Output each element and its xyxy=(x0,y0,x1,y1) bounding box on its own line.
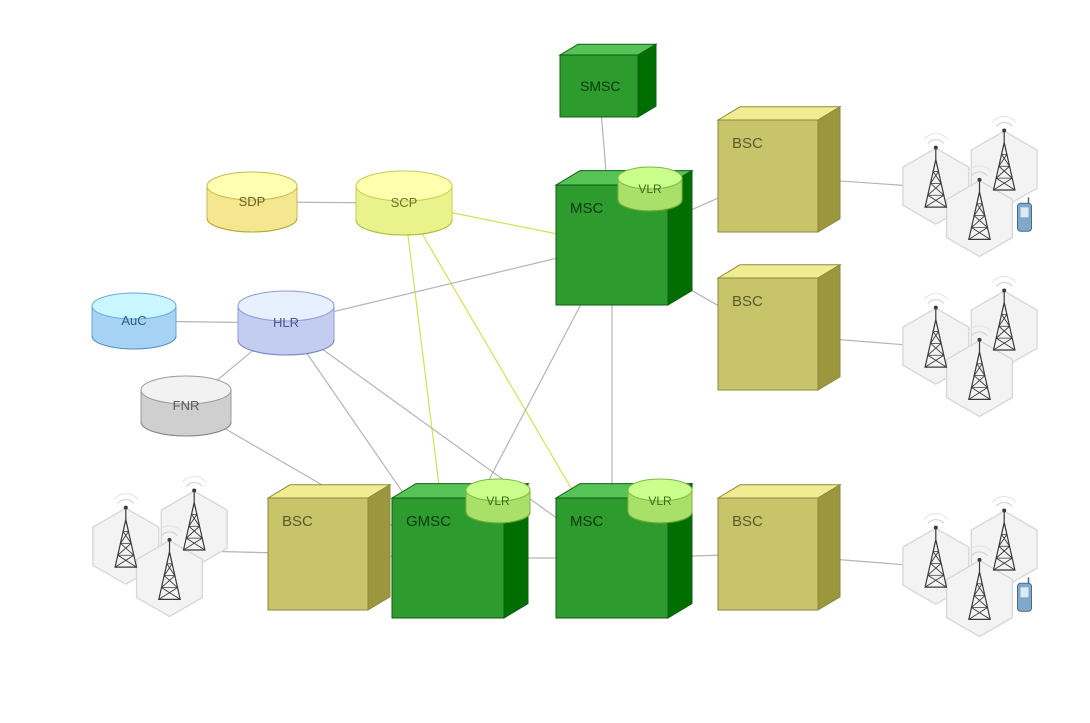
bsc_mr-cube: BSC xyxy=(718,265,840,390)
bsc_tr-cube: BSC xyxy=(718,107,840,232)
gmsc-label: GMSC xyxy=(406,513,451,530)
network-diagram: SMSC MSC GMSC MSC BSC BSC BSC BSC SDP SCP AuC HLR FN… xyxy=(0,0,1090,723)
bsc_br-label: BSC xyxy=(732,513,763,530)
vlr2-cylinder: VLR xyxy=(466,479,530,523)
sdp-cylinder: SDP xyxy=(207,172,297,232)
bsc_mr-label: BSC xyxy=(732,293,763,310)
nodes-layer: SMSC MSC GMSC MSC BSC BSC BSC BSC SDP SCP AuC HLR FN… xyxy=(92,44,1037,636)
hlr-label: HLR xyxy=(273,315,299,330)
sdp-label: SDP xyxy=(239,194,266,209)
fnr-cylinder: FNR xyxy=(141,376,231,436)
bsc_br-cube: BSC xyxy=(718,485,840,610)
scp-cylinder: SCP xyxy=(356,171,452,235)
vlr1-label: VLR xyxy=(638,182,662,196)
cell_l-cellgroup xyxy=(93,477,227,617)
auc-label: AuC xyxy=(121,313,146,328)
msc1-label: MSC xyxy=(570,200,604,217)
smsc-cube: SMSC xyxy=(560,44,656,117)
bsc_tr-label: BSC xyxy=(732,135,763,152)
auc-cylinder: AuC xyxy=(92,293,176,349)
hlr-cylinder: HLR xyxy=(238,291,334,355)
vlr1-cylinder: VLR xyxy=(618,167,682,211)
cell_tr-cellgroup xyxy=(903,116,1037,256)
vlr3-cylinder: VLR xyxy=(628,479,692,523)
scp-label: SCP xyxy=(391,195,418,210)
bsc_l-cube: BSC xyxy=(268,485,390,610)
smsc-label: SMSC xyxy=(580,78,620,94)
cell_br-cellgroup xyxy=(903,496,1037,636)
vlr2-label: VLR xyxy=(486,494,510,508)
vlr3-label: VLR xyxy=(648,494,672,508)
cell_mr-cellgroup xyxy=(903,276,1037,416)
msc2-label: MSC xyxy=(570,513,604,530)
fnr-label: FNR xyxy=(173,398,200,413)
bsc_l-label: BSC xyxy=(282,513,313,530)
